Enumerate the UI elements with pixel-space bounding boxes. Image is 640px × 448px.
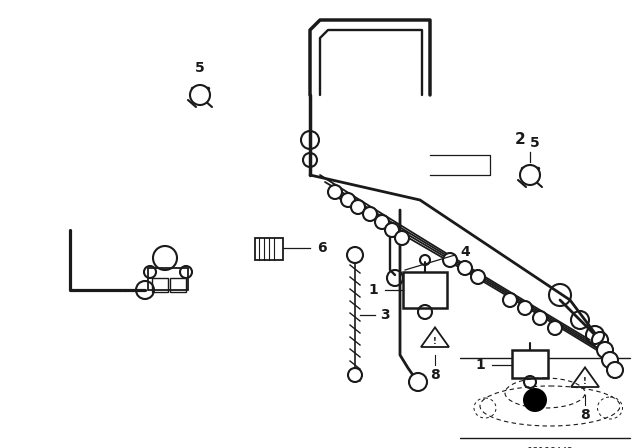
Circle shape (607, 362, 623, 378)
Circle shape (328, 185, 342, 199)
Text: 5: 5 (530, 136, 540, 150)
Text: !: ! (433, 337, 437, 346)
Circle shape (533, 311, 547, 325)
Text: !: ! (583, 377, 587, 386)
Circle shape (348, 368, 362, 382)
Circle shape (443, 253, 457, 267)
Bar (170, 278, 186, 292)
Text: 0C06C442: 0C06C442 (527, 447, 573, 448)
Circle shape (518, 301, 532, 315)
Circle shape (409, 373, 427, 391)
Text: 6: 6 (317, 241, 327, 255)
Circle shape (602, 352, 618, 368)
Circle shape (395, 231, 409, 245)
Circle shape (153, 246, 177, 270)
Circle shape (597, 342, 613, 358)
Circle shape (341, 193, 355, 207)
Text: 1: 1 (368, 283, 378, 297)
Circle shape (458, 261, 472, 275)
Bar (152, 278, 168, 292)
Circle shape (523, 388, 547, 412)
Text: 8: 8 (430, 368, 440, 382)
Circle shape (520, 165, 540, 185)
Text: 2: 2 (515, 133, 525, 147)
Circle shape (363, 207, 377, 221)
Circle shape (351, 200, 365, 214)
Circle shape (548, 321, 562, 335)
Text: 5: 5 (195, 61, 205, 75)
Circle shape (471, 270, 485, 284)
Circle shape (190, 85, 210, 105)
Circle shape (592, 332, 608, 348)
Circle shape (385, 223, 399, 237)
Bar (148, 268, 188, 290)
Circle shape (503, 293, 517, 307)
Circle shape (347, 247, 363, 263)
Text: 8: 8 (580, 408, 590, 422)
Text: 3: 3 (380, 308, 390, 322)
Text: 1: 1 (475, 358, 485, 372)
Bar (403, 272, 447, 308)
Bar (512, 350, 548, 378)
Text: 4: 4 (460, 245, 470, 259)
Circle shape (375, 215, 389, 229)
Bar (255, 238, 283, 260)
